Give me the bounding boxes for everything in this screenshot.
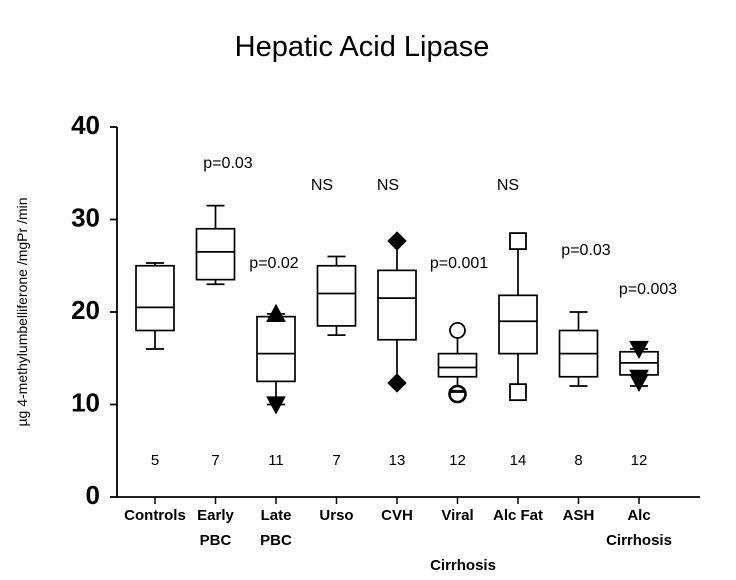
svg-text:Viral: Viral [441,507,473,524]
svg-text:13: 13 [389,452,406,469]
svg-text:Cirrhosis: Cirrhosis [430,557,496,574]
svg-text:12: 12 [631,452,648,469]
svg-text:PBC: PBC [200,532,232,549]
svg-text:Alc: Alc [627,507,650,524]
svg-text:5: 5 [151,452,159,469]
svg-text:p=0.03: p=0.03 [203,155,252,172]
svg-text:0: 0 [86,480,100,510]
svg-text:40: 40 [71,110,100,140]
svg-text:Cirrhosis: Cirrhosis [606,532,672,549]
svg-text:NS: NS [497,177,519,194]
svg-text:µg 4-methylumbelliferone /mgPr: µg 4-methylumbelliferone /mgPr /min [14,197,30,426]
svg-text:p=0.003: p=0.003 [619,281,677,298]
svg-text:7: 7 [332,452,340,469]
svg-text:ASH: ASH [563,507,595,524]
svg-text:Controls: Controls [124,507,186,524]
svg-text:Urso: Urso [319,507,353,524]
svg-text:8: 8 [574,452,582,469]
svg-text:p=0.001: p=0.001 [430,255,488,272]
svg-text:Late: Late [261,507,292,524]
svg-text:30: 30 [71,203,100,233]
svg-text:11: 11 [268,452,284,469]
svg-text:Alc Fat: Alc Fat [493,507,543,524]
svg-text:Early: Early [197,507,234,524]
svg-text:12: 12 [449,452,466,469]
svg-text:14: 14 [510,452,527,469]
svg-text:10: 10 [71,388,100,418]
svg-text:NS: NS [377,177,399,194]
svg-text:20: 20 [71,295,100,325]
svg-text:7: 7 [211,452,219,469]
svg-text:PBC: PBC [260,532,292,549]
svg-text:p=0.03: p=0.03 [561,242,610,259]
svg-text:CVH: CVH [381,507,413,524]
svg-text:NS: NS [311,177,333,194]
svg-text:p=0.02: p=0.02 [249,255,298,272]
svg-text:Hepatic Acid Lipase: Hepatic Acid Lipase [235,31,490,63]
